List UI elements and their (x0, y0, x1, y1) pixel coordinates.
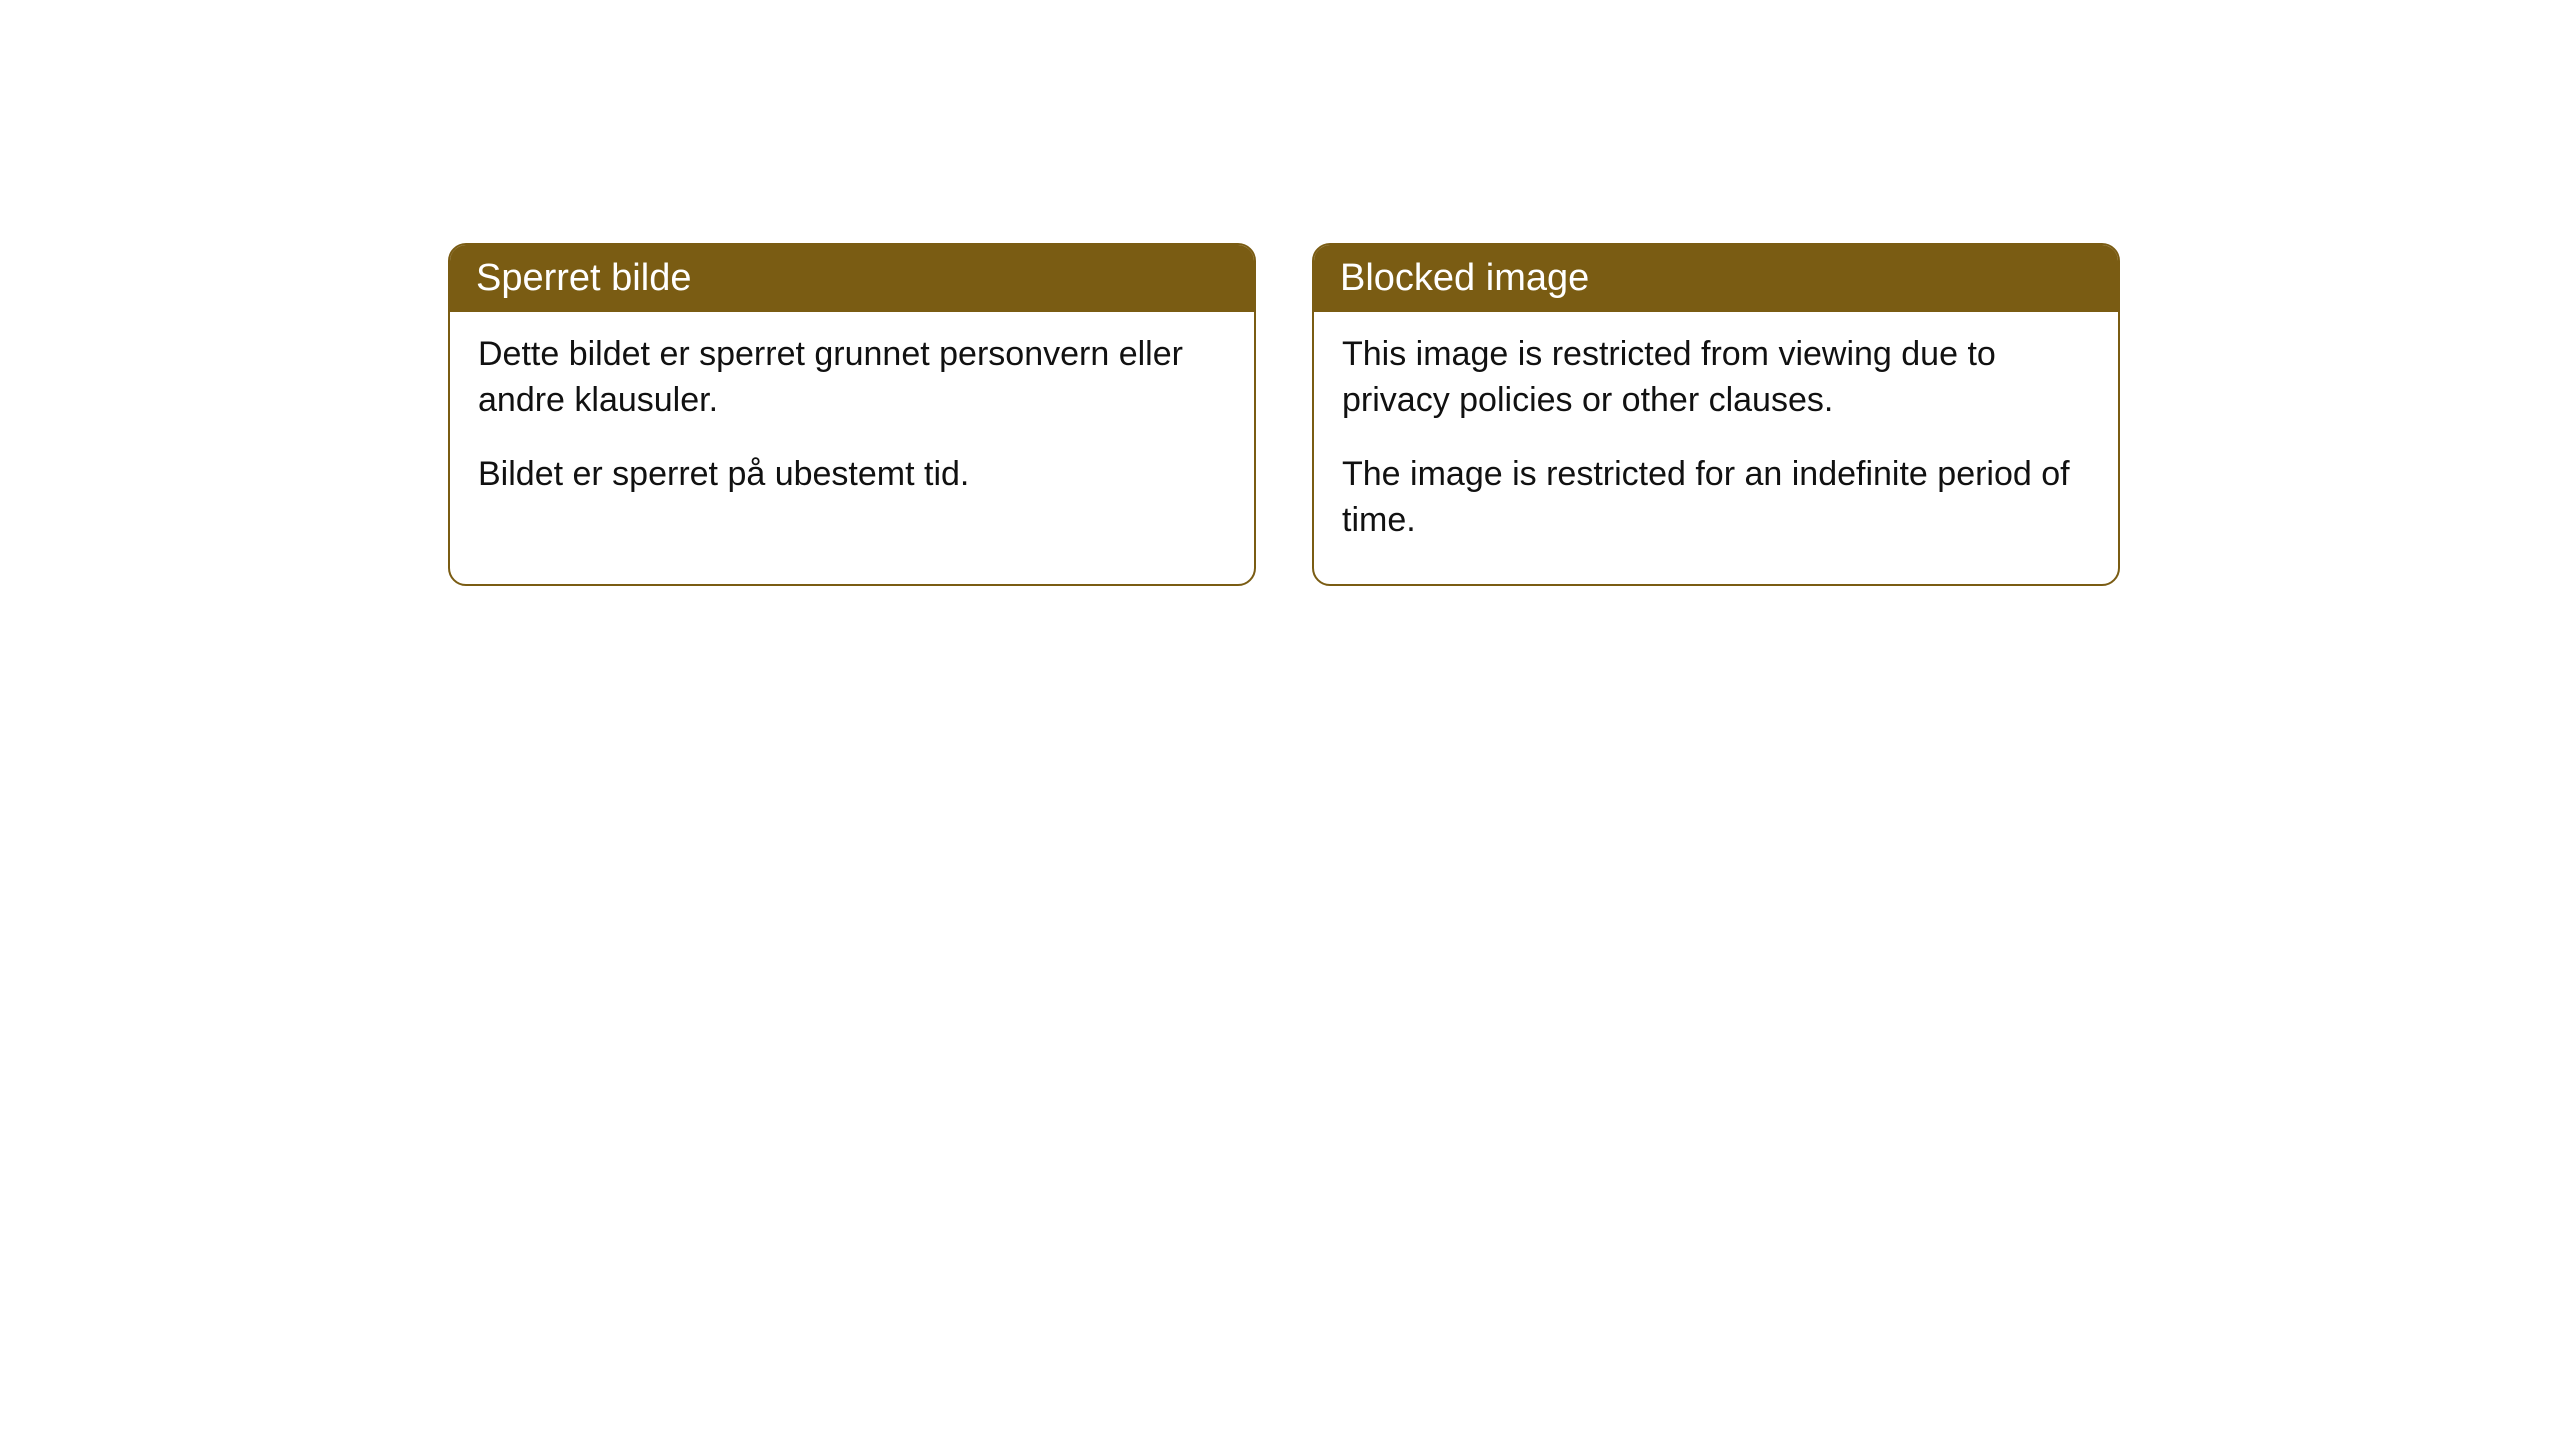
notice-card-english: Blocked image This image is restricted f… (1312, 243, 2120, 586)
notice-container: Sperret bilde Dette bildet er sperret gr… (0, 0, 2560, 586)
notice-paragraph: The image is restricted for an indefinit… (1342, 452, 2090, 544)
notice-title: Blocked image (1340, 257, 1589, 299)
notice-card-header: Blocked image (1314, 245, 2118, 312)
notice-card-body: Dette bildet er sperret grunnet personve… (450, 312, 1254, 538)
notice-paragraph: This image is restricted from viewing du… (1342, 332, 2090, 424)
notice-card-header: Sperret bilde (450, 245, 1254, 312)
notice-title: Sperret bilde (476, 257, 691, 299)
notice-paragraph: Bildet er sperret på ubestemt tid. (478, 452, 1226, 498)
notice-paragraph: Dette bildet er sperret grunnet personve… (478, 332, 1226, 424)
notice-card-body: This image is restricted from viewing du… (1314, 312, 2118, 584)
notice-card-norwegian: Sperret bilde Dette bildet er sperret gr… (448, 243, 1256, 586)
